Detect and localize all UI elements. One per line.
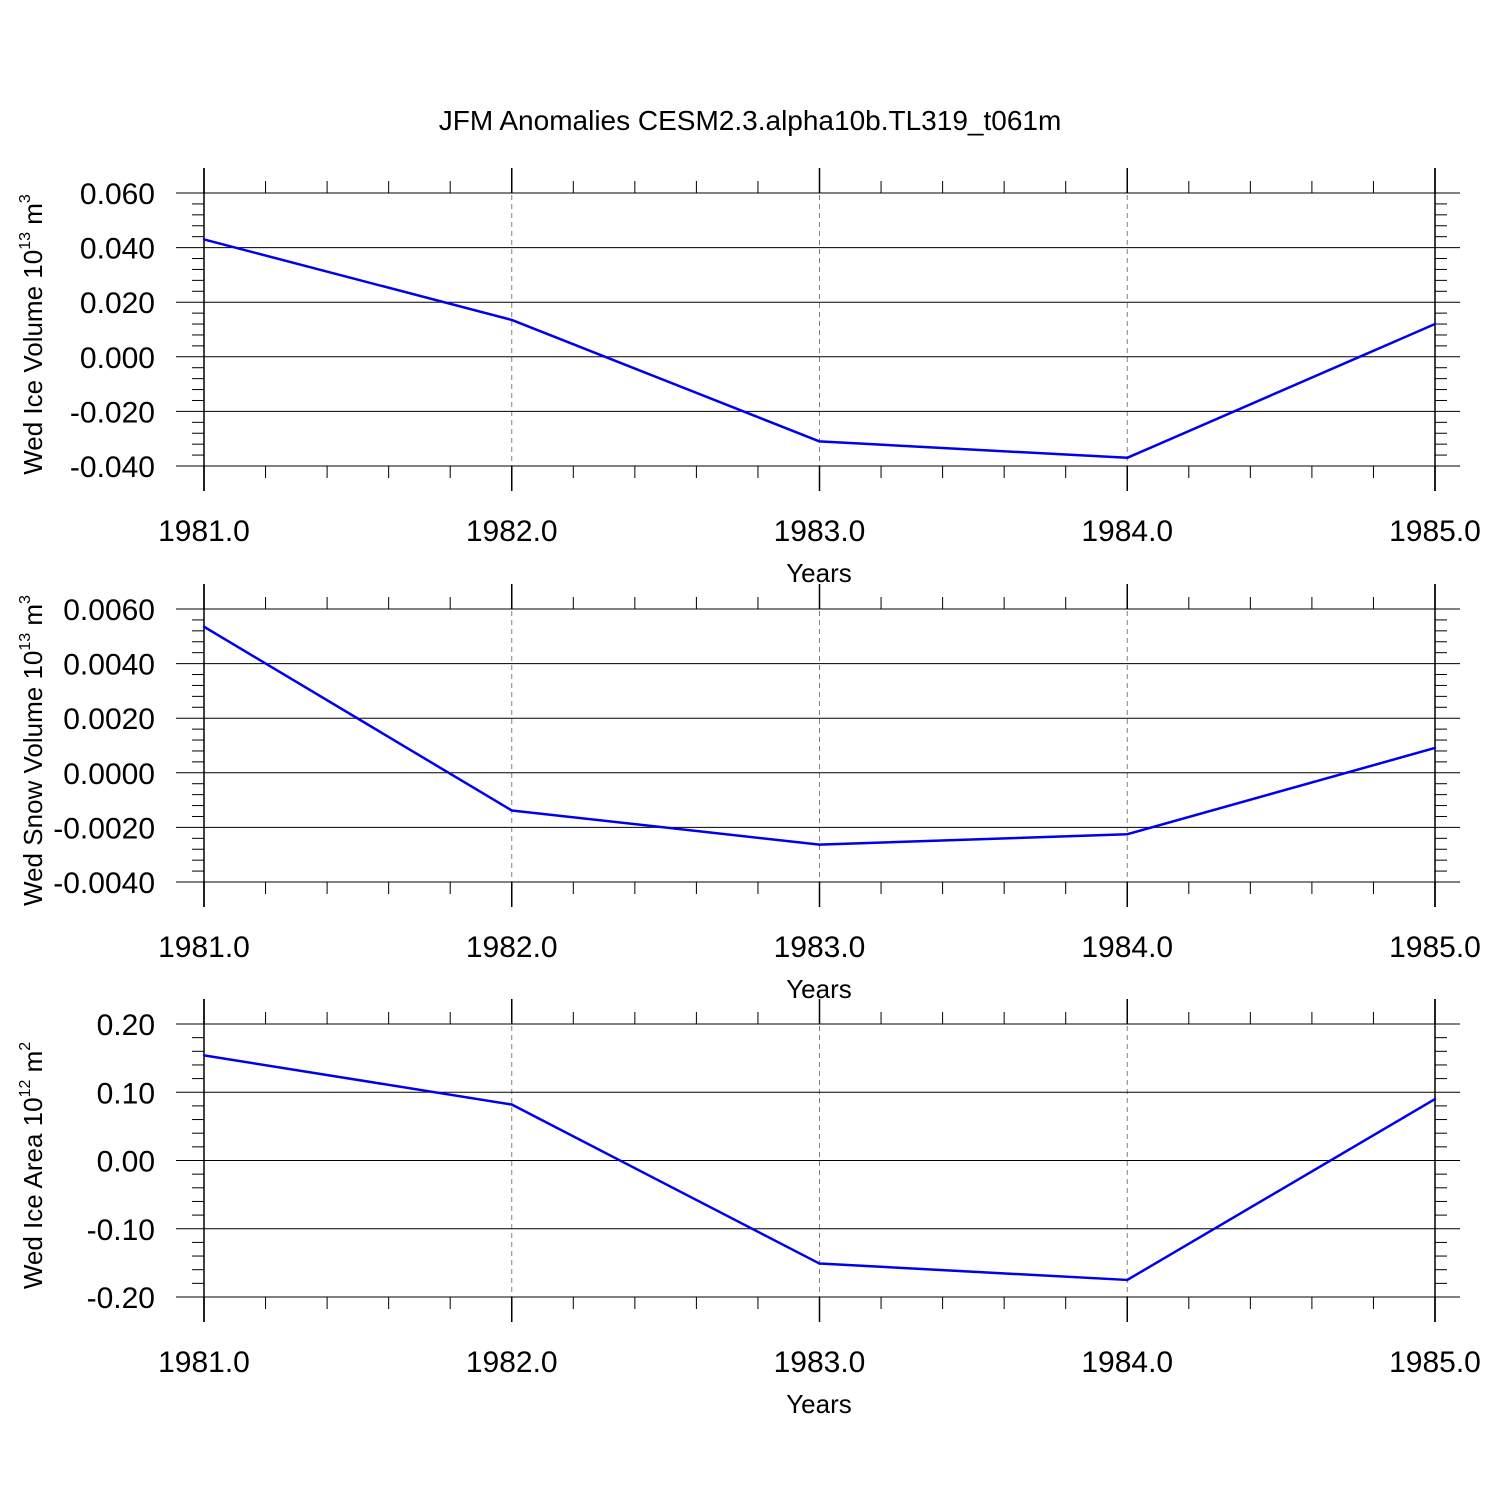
y-tick-label: 0.10: [97, 1077, 155, 1110]
y-axis-label-exp: 13: [17, 232, 34, 250]
y-axis-label-unit-exp: 3: [17, 194, 34, 203]
y-tick-label: 0.0040: [63, 649, 155, 682]
y-tick-label: -0.040: [70, 451, 155, 484]
y-axis-label-exp: 13: [17, 633, 34, 651]
x-tick-label: 1981.0: [158, 1346, 250, 1379]
data-point: [1433, 746, 1437, 750]
y-tick-label: 0.0000: [63, 758, 155, 791]
data-point: [202, 1054, 206, 1057]
y-axis-label: Wed Snow Volume 1013 m3: [17, 595, 48, 906]
y-axis-label-unit-exp: 2: [17, 1042, 34, 1051]
y-tick-label: -0.0020: [53, 812, 155, 845]
x-tick-label: 1983.0: [774, 931, 866, 964]
x-axis-label: Years: [786, 1389, 852, 1419]
x-tick-label: 1983.0: [774, 1346, 866, 1379]
y-tick-label: -0.0040: [53, 867, 155, 900]
y-axis-label-main: Wed Snow Volume 10: [18, 651, 48, 906]
data-point: [1126, 1278, 1129, 1282]
x-tick-label: 1982.0: [466, 1346, 558, 1379]
y-tick-label: 0.20: [97, 1009, 155, 1042]
x-tick-label: 1981.0: [158, 515, 250, 548]
y-tick-label: 0.000: [80, 342, 155, 375]
y-axis-label: Wed Ice Area 1012 m2: [17, 1042, 48, 1289]
y-axis-label-main: Wed Ice Area 10: [18, 1097, 48, 1289]
y-tick-label: -0.020: [70, 396, 155, 429]
y-axis-label-unit: m: [18, 604, 48, 633]
y-axis-label-unit: m: [18, 203, 48, 232]
y-axis-label: Wed Ice Volume 1013 m3: [17, 194, 48, 475]
y-tick-label: 0.060: [80, 178, 155, 211]
y-tick-label: -0.10: [87, 1214, 155, 1247]
y-axis-label-unit: m: [18, 1051, 48, 1080]
y-axis-label-exp: 12: [17, 1080, 34, 1098]
y-tick-label: 0.00: [97, 1146, 155, 1179]
data-point: [510, 809, 513, 812]
data-point: [818, 1262, 821, 1265]
chart-panel-3: -0.20 -0.10 0.00 0.10 0.20 1981.0 1982.0 1983.0…: [17, 999, 1481, 1419]
x-tick-label: 1981.0: [158, 931, 250, 964]
chart-panel-2: -0.0040 -0.0020 0.0000 0.0020 0.0040 0.0060 19…: [17, 584, 1481, 1004]
y-tick-label: 0.040: [80, 233, 155, 266]
data-point: [818, 440, 821, 443]
x-tick-label: 1982.0: [466, 515, 558, 548]
chart-panels: -0.040 -0.020 0.000 0.020 0.040 0.060 1981.0 19…: [17, 168, 1481, 1419]
data-point: [1126, 833, 1129, 836]
y-axis-label-main: Wed Ice Volume 10: [18, 250, 48, 475]
x-tick-label: 1983.0: [774, 515, 866, 548]
x-tick-label: 1982.0: [466, 931, 558, 964]
y-tick-label: 0.0060: [63, 594, 155, 627]
x-tick-label: 1985.0: [1389, 1346, 1481, 1379]
data-point: [1433, 322, 1437, 326]
x-tick-label: 1984.0: [1081, 1346, 1173, 1379]
y-tick-label: -0.20: [87, 1282, 155, 1315]
x-tick-label: 1985.0: [1389, 515, 1481, 548]
x-tick-label: 1984.0: [1081, 931, 1173, 964]
y-axis-label-unit-exp: 3: [17, 595, 34, 604]
x-axis-label: Years: [786, 558, 852, 588]
data-point: [202, 238, 206, 241]
data-point: [510, 318, 513, 322]
data-point: [818, 843, 821, 846]
x-tick-label: 1985.0: [1389, 931, 1481, 964]
x-tick-label: 1984.0: [1081, 515, 1173, 548]
data-point: [1126, 456, 1129, 460]
y-tick-label: 0.0020: [63, 703, 155, 736]
figure-title: JFM Anomalies CESM2.3.alpha10b.TL319_t06…: [439, 105, 1062, 136]
y-tick-label: 0.020: [80, 287, 155, 320]
data-point: [510, 1103, 513, 1106]
chart-panel-1: -0.040 -0.020 0.000 0.020 0.040 0.060 1981.0 19…: [17, 168, 1481, 588]
data-point: [202, 625, 206, 628]
data-point: [1433, 1097, 1437, 1101]
